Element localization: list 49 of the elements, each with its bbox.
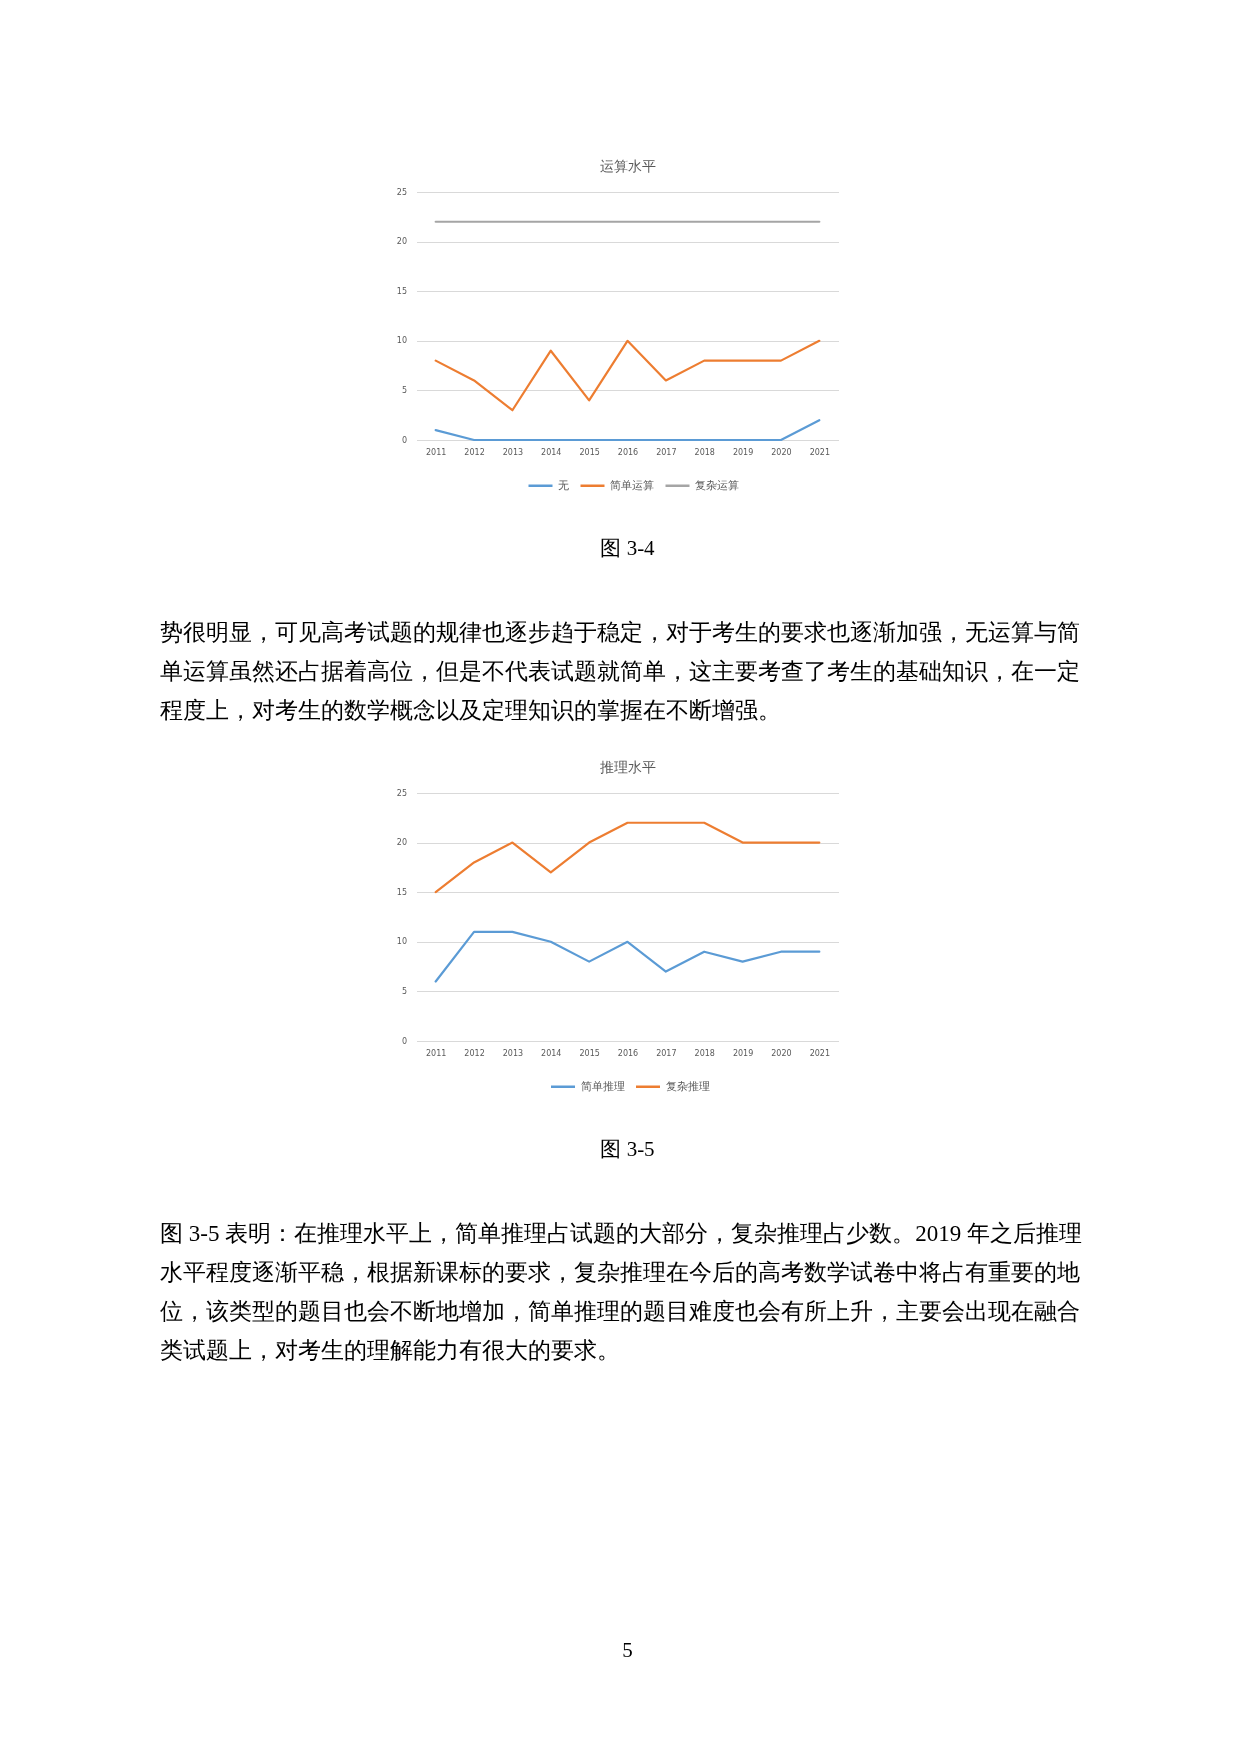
text: 势很明显，可见高考试题的规律也逐步趋于稳定，对于考生的要求也逐渐加强，无运算与简单运算虽然还占据着高位，但是不代表试题就简单，这主要考查了考生的基础知识，在一定程度上，对考生的数学概念以及定理知识的掌握在不断增强。	[160, 620, 1080, 723]
x-tick-label: 2018	[694, 447, 715, 457]
y-tick-label: 25	[396, 788, 407, 798]
x-tick-label: 2020	[771, 1048, 792, 1058]
x-tick-label: 2021	[809, 1048, 830, 1058]
x-tick-label: 2016	[617, 1048, 639, 1058]
y-tick-label: 0	[401, 1036, 407, 1046]
x-tick-label: 2014	[541, 447, 562, 457]
caption: 图 3-4	[600, 536, 656, 560]
y-tick-label: 10	[396, 336, 407, 346]
x-tick-label: 2011	[426, 447, 447, 457]
x-tick-label: 2011	[426, 1048, 447, 1058]
x-tick-label: 2012	[464, 1048, 485, 1058]
y-tick-label: 20	[396, 237, 407, 247]
y-tick-label: 15	[396, 286, 407, 296]
x-tick-label: 2019	[732, 1048, 754, 1058]
caption: 图 3-5 表明：在推理水平上，简单推理占试题的大部分，复杂推理占少数。2019 年之后推理水平程度逐渐平稳，根据新课标的要求，复杂推理在今后的高考数学试卷中将占有重要的地位，该类型的题目也会不断地增加，简单推理的题目难度也会有所上升，主要会出现在融合类试题上，对考生的理解能力有很大的要求。	[160, 1221, 1082, 1363]
line-series	[434, 930, 821, 983]
x-tick-label: 2020	[771, 447, 792, 457]
y-tick-label: 25	[396, 187, 407, 197]
x-tick-label: 2019	[732, 447, 754, 457]
y-tick-label: 5	[401, 385, 407, 395]
caption: 图 3-5	[600, 1137, 655, 1161]
line-series	[434, 821, 821, 894]
y-tick-label: 10	[396, 937, 407, 947]
x-tick-label: 2013	[502, 1048, 524, 1058]
x-tick-label: 2017	[656, 1048, 677, 1058]
x-tick-label: 2012	[464, 447, 485, 457]
chart-title: 运算水平	[599, 158, 656, 174]
x-tick-label: 2015	[579, 1048, 600, 1058]
y-tick-label: 15	[396, 887, 407, 897]
x-tick-label: 2021	[809, 447, 830, 457]
x-tick-label: 2013	[502, 447, 524, 457]
y-tick-label: 0	[401, 435, 407, 445]
x-tick-label: 2017	[656, 447, 677, 457]
x-tick-label: 2018	[694, 1048, 715, 1058]
legend-label: 简单推理	[580, 1079, 625, 1093]
legend-label: 无	[558, 478, 569, 492]
legend-label: 复杂推理	[665, 1079, 710, 1093]
x-tick-label: 2016	[617, 447, 639, 457]
y-tick-label: 20	[396, 838, 407, 848]
legend-label: 复杂运算	[695, 478, 739, 492]
y-tick-label: 5	[401, 986, 407, 996]
chart-title: 推理水平	[599, 759, 656, 775]
x-tick-label: 2015	[579, 447, 600, 457]
text: 5	[622, 1638, 633, 1662]
legend-label: 简单运算	[610, 478, 654, 492]
line-series	[434, 339, 821, 412]
x-tick-label: 2014	[541, 1048, 562, 1058]
